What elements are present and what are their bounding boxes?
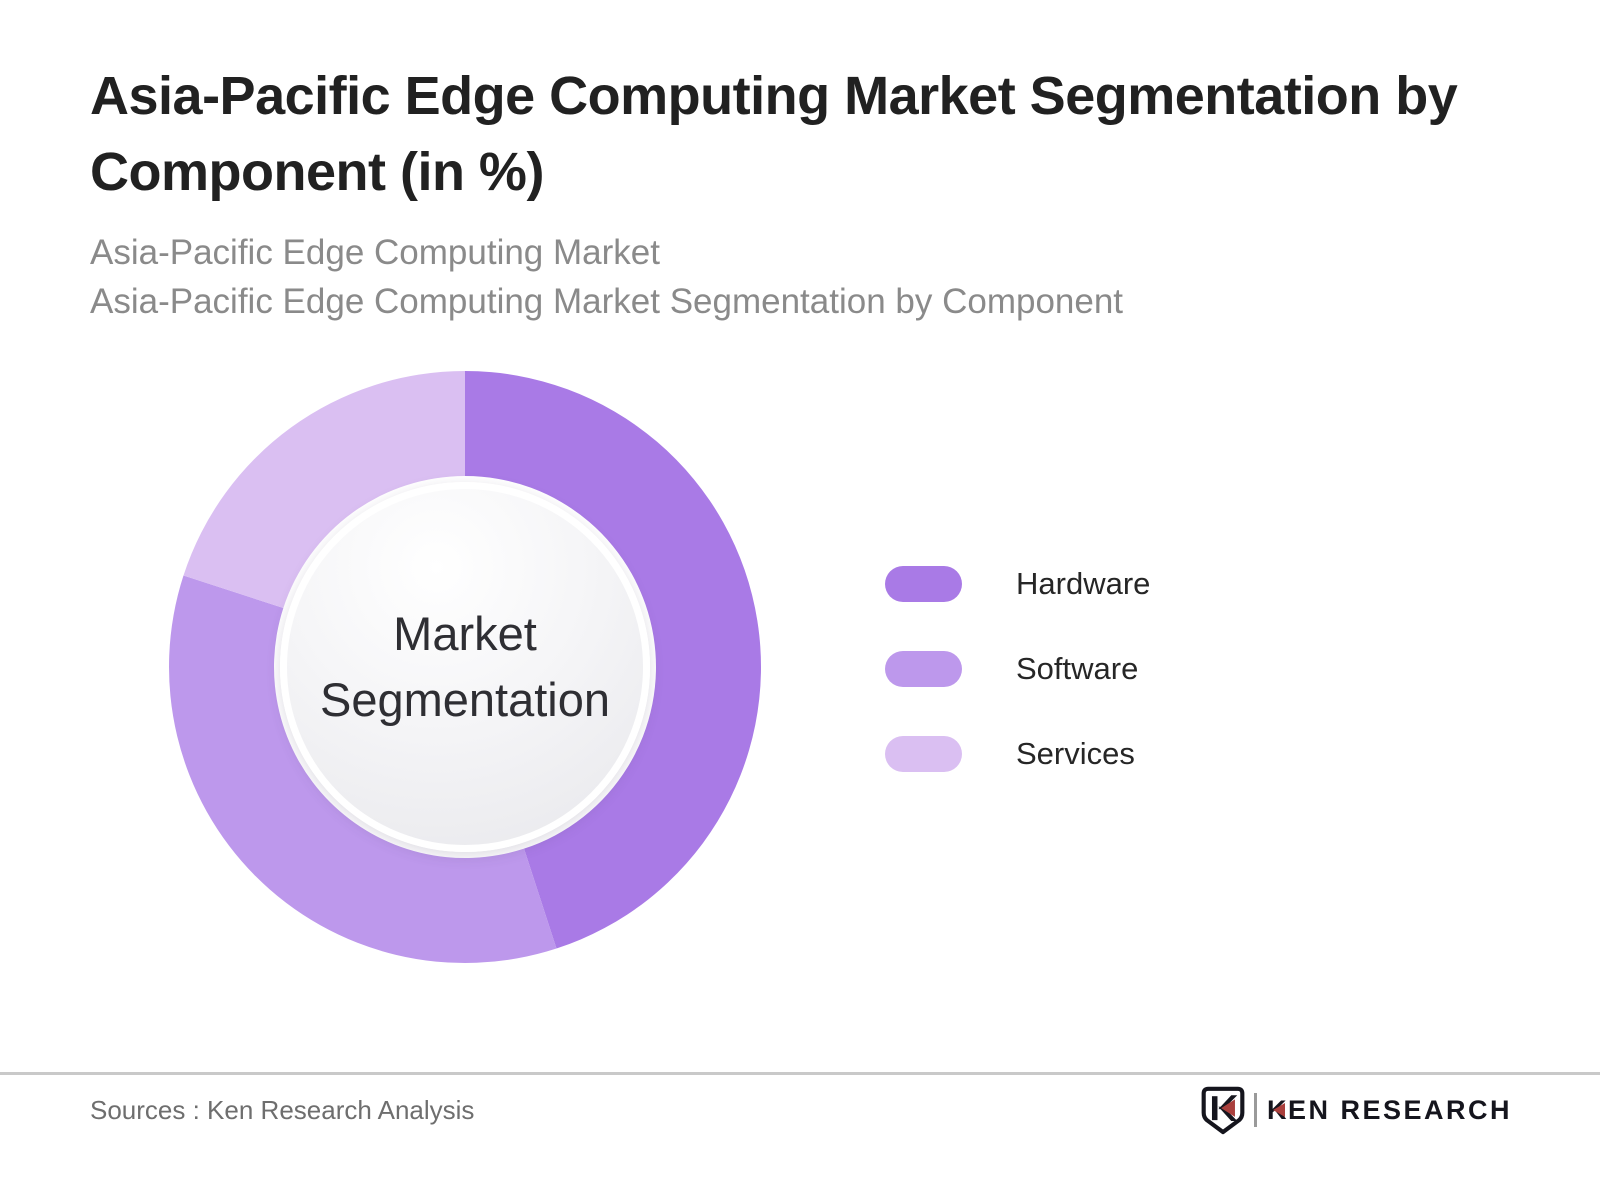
- legend-label-services: Services: [1016, 736, 1135, 771]
- subtitle-line1: Asia-Pacific Edge Computing Market: [90, 233, 660, 272]
- donut-ring: [169, 371, 761, 963]
- donut-center-disc: Market Segmentation: [280, 482, 650, 852]
- chart-legend: Hardware Software Services: [885, 566, 1150, 772]
- donut-chart: Market Segmentation: [169, 371, 761, 963]
- footer-divider: [0, 1072, 1600, 1075]
- center-label-line2: Segmentation: [319, 673, 611, 726]
- donut-center-label: Market Segmentation: [320, 601, 610, 733]
- legend-swatch-services: [885, 736, 962, 772]
- page-title-line1: Asia-Pacific Edge Computing Market Segme…: [90, 66, 1458, 126]
- legend-item-hardware: Hardware: [885, 566, 1150, 602]
- donut-segment-software: [169, 575, 557, 963]
- legend-label-software: Software: [1016, 651, 1139, 686]
- legend-swatch-hardware: [885, 566, 962, 602]
- legend-item-software: Software: [885, 651, 1150, 687]
- page-subtitle: Asia-Pacific Edge Computing Market Asia-…: [90, 228, 1123, 326]
- donut-segment-hardware: [465, 371, 761, 949]
- red-triangle-icon: [1272, 1103, 1285, 1117]
- legend-item-services: Services: [885, 736, 1150, 772]
- ken-research-shield-icon: [1201, 1086, 1245, 1135]
- center-label-line1: Market: [393, 607, 537, 660]
- ken-research-wordmark: K EN RESEARCH: [1267, 1095, 1512, 1126]
- logo-divider: [1253, 1093, 1257, 1127]
- legend-label-hardware: Hardware: [1016, 566, 1151, 601]
- subtitle-line2: Asia-Pacific Edge Computing Market Segme…: [90, 282, 1124, 321]
- ken-research-logo: K EN RESEARCH: [1200, 1086, 1512, 1135]
- legend-swatch-software: [885, 651, 962, 687]
- page-title: Asia-Pacific Edge Computing Market Segme…: [90, 58, 1458, 210]
- page-title-line2: Component (in %): [90, 142, 544, 202]
- donut-segment-services: [183, 371, 466, 608]
- wordmark-rest: EN RESEARCH: [1287, 1094, 1512, 1125]
- source-note: Sources : Ken Research Analysis: [90, 1095, 475, 1125]
